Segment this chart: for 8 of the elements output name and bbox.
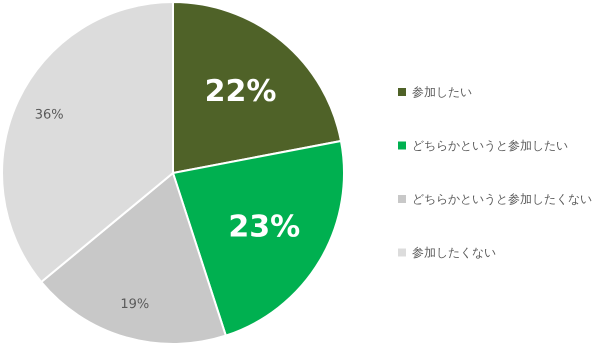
data-label: 19% [120,296,150,312]
data-label: 22% [204,74,276,109]
legend-label: どちらかというと参加したくない [412,192,592,206]
data-label: 23% [228,209,300,244]
legend-label: どちらかというと参加したい [412,138,568,152]
data-label: 36% [34,107,64,122]
legend-label: 参加したい [412,85,472,99]
legend-label: 参加したくない [412,246,496,260]
